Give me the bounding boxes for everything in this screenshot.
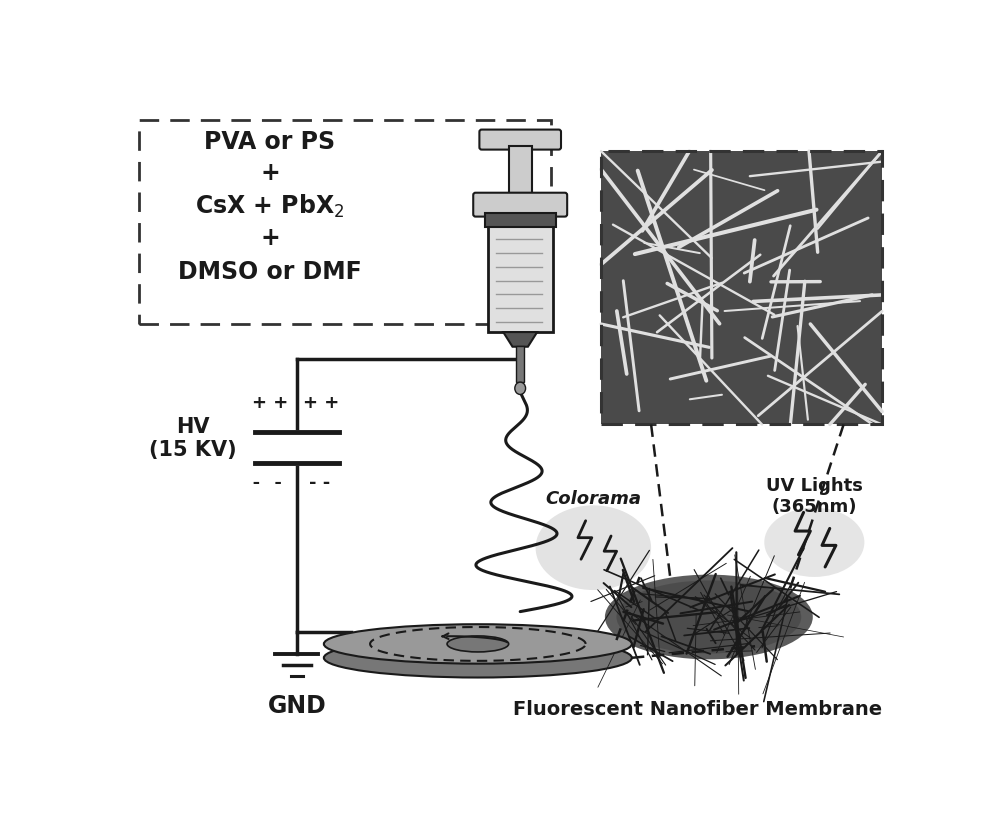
Polygon shape: [503, 332, 537, 347]
Bar: [601, 151, 882, 425]
Text: GND: GND: [268, 694, 326, 717]
FancyBboxPatch shape: [509, 145, 532, 193]
Ellipse shape: [764, 507, 864, 577]
Ellipse shape: [515, 382, 526, 395]
Text: +: +: [260, 161, 280, 185]
Ellipse shape: [605, 574, 813, 660]
Text: + +: + +: [303, 394, 340, 411]
Text: DMSO or DMF: DMSO or DMF: [178, 260, 362, 284]
Text: - -: - -: [309, 474, 331, 492]
Text: CsX + PbX$_2$: CsX + PbX$_2$: [195, 193, 345, 220]
Bar: [139, 120, 551, 324]
Text: Fluorescent Nanofiber Membrane: Fluorescent Nanofiber Membrane: [513, 700, 882, 719]
Text: HV
(15 KV): HV (15 KV): [149, 417, 237, 460]
Ellipse shape: [536, 505, 651, 590]
Text: - -: - -: [251, 474, 284, 492]
Ellipse shape: [324, 624, 632, 664]
Bar: [601, 151, 882, 425]
Ellipse shape: [447, 636, 509, 652]
FancyBboxPatch shape: [485, 212, 556, 227]
FancyBboxPatch shape: [516, 346, 524, 382]
Text: UV Lights
(365nm): UV Lights (365nm): [766, 477, 863, 516]
FancyBboxPatch shape: [473, 193, 567, 217]
Text: PVA or PS: PVA or PS: [204, 130, 336, 154]
Ellipse shape: [616, 580, 801, 654]
Text: +: +: [260, 227, 280, 250]
Text: Colorama: Colorama: [545, 490, 641, 508]
FancyBboxPatch shape: [479, 130, 561, 150]
FancyBboxPatch shape: [488, 212, 553, 332]
Ellipse shape: [324, 638, 632, 677]
Text: + +: + +: [252, 394, 288, 411]
